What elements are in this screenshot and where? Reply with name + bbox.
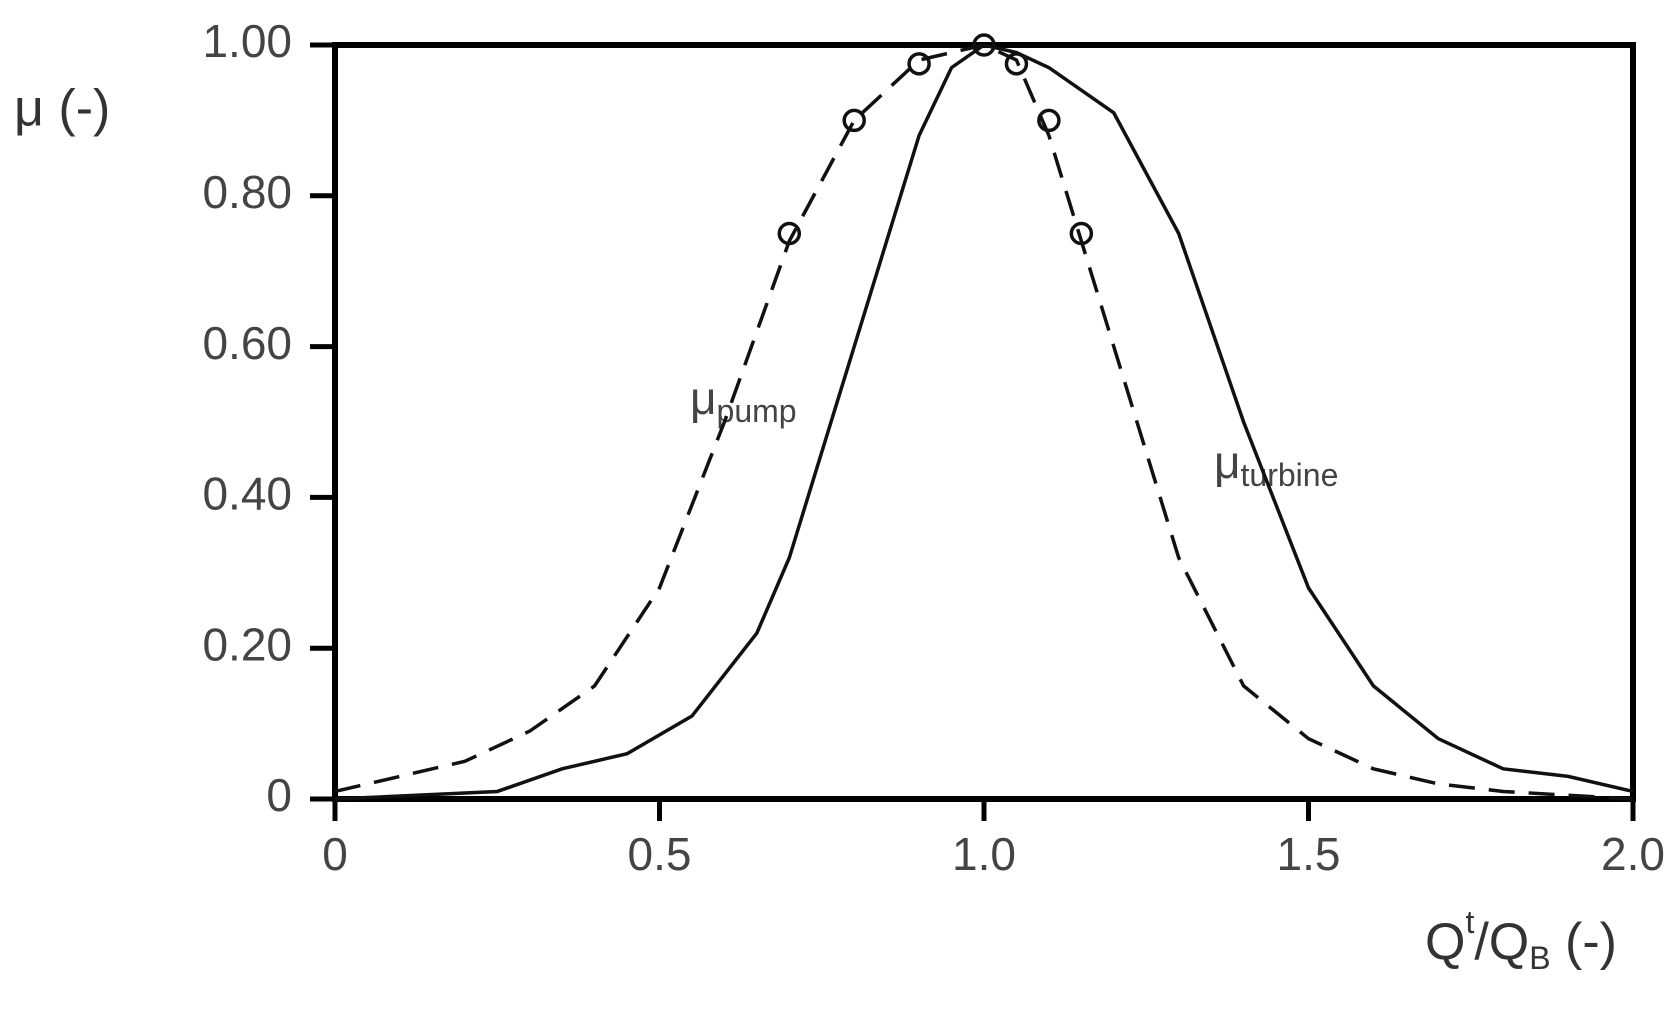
x-tick-label: 1.5 [1277,828,1341,880]
x-label-sub: B [1529,940,1550,976]
plot-frame [332,42,1636,802]
x-axis-label: Qt/QB (-) [1425,904,1617,976]
point [1069,221,1094,246]
annotation: μturbine [1214,436,1338,493]
point [1004,52,1029,76]
y-tick-label: 0 [266,769,292,821]
x-label-sup: t [1465,904,1474,940]
x-label-part: /Q [1474,913,1529,971]
point [907,52,931,76]
annotation-sub: pump [717,393,797,429]
y-tick-label: 0.60 [202,317,292,369]
point [842,108,866,133]
y-tick-label: 0.20 [202,618,292,670]
line [334,43,1634,801]
point [1037,108,1061,133]
y-tick-label: 0.80 [202,166,292,218]
x-label-part: Q [1425,913,1465,971]
x-label-part: (-) [1551,913,1617,971]
annotation: μpump [690,372,797,429]
x-tick-label: 0.5 [628,828,692,880]
x-tick-label: 2.0 [1601,828,1665,880]
annotation-base: μ [690,372,717,424]
x-tick-label: 1.0 [952,828,1016,880]
annotation-sub: turbine [1241,457,1339,493]
y-tick-label: 1.00 [202,15,292,67]
y-tick-label: 0.40 [202,468,292,520]
line [334,43,1634,801]
y-axis-label: μ (-) [14,80,110,138]
point [972,33,996,57]
x-tick-label: 0 [322,828,348,880]
point [777,221,802,246]
annotation-base: μ [1214,436,1241,488]
